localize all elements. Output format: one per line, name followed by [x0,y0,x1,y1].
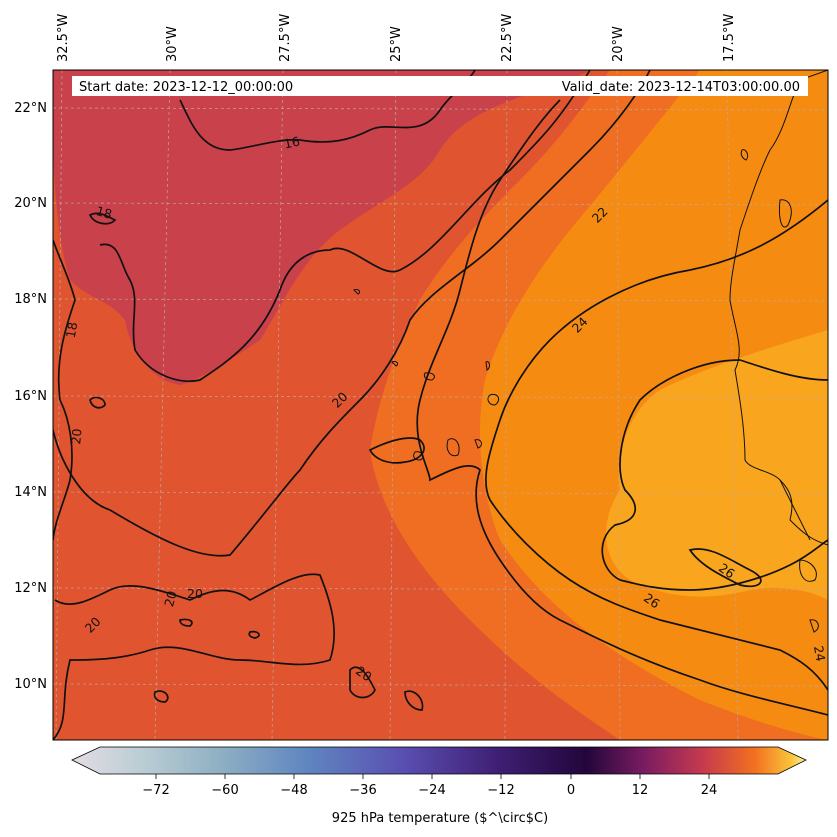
contour-label: 18 [63,321,81,339]
graticule [53,70,828,740]
lat-label: 14°N [14,485,47,500]
colorbar: −72 −60 −48 −36 −24 −12 0 12 24 925 hPa … [71,746,807,826]
colorbar-tick-label: −60 [211,783,238,798]
lat-label: 20°N [14,196,47,211]
date-header-bar [72,76,808,96]
colorbar-tick-label: 12 [632,783,649,798]
lat-label: 22°N [14,101,47,116]
lon-label: 30°W [165,26,180,62]
start-date-label: Start date: 2023-12-12_00:00:00 [79,80,293,95]
contour-label: 26 [716,560,738,581]
lat-label: 16°N [14,389,47,404]
valid-date-label: Valid_date: 2023-12-14T03:00:00.00 [562,80,800,95]
contour-label: 18 [94,203,113,222]
contour-label: 26 [641,590,663,611]
colorbar-ticks [155,774,710,779]
longitude-labels: 32.5°W 30°W 27.5°W 25°W 22.5°W 20°W 17.5… [56,14,737,62]
contour-label: 24 [811,644,829,662]
colorbar-bar [71,746,807,775]
colorbar-tick-label: 24 [701,783,718,798]
lon-label: 20°W [611,26,626,62]
lat-label: 18°N [14,292,47,307]
lon-label: 25°W [389,26,404,62]
colorbar-label: 925 hPa temperature ($^\circ$C) [332,811,548,826]
temperature-field [53,70,828,740]
contour-label: 20 [187,586,203,601]
lon-label: 22.5°W [500,14,515,62]
contour-label: 20 [353,663,375,684]
contour-label: 16 [283,134,302,152]
colorbar-tick-label: −72 [142,783,169,798]
lat-label: 10°N [14,677,47,692]
lat-label: 12°N [14,581,47,596]
coastlines [353,70,828,633]
lon-label: 32.5°W [56,14,71,62]
lon-label: 17.5°W [722,14,737,62]
colorbar-tick-label: −36 [349,783,376,798]
cool-region [53,70,590,385]
colorbar-tick-label: −48 [280,783,307,798]
colorbar-tick-label: −12 [487,783,514,798]
lon-label: 27.5°W [278,14,293,62]
contour-lines [53,70,828,740]
colorbar-tick-label: −24 [418,783,445,798]
map-frame [52,69,829,741]
contour-label: 20 [68,428,84,445]
latitude-labels: 22°N 20°N 18°N 16°N 14°N 12°N 10°N [14,101,47,692]
contour-label: 20 [161,589,180,608]
colorbar-tick-label: 0 [567,783,575,798]
